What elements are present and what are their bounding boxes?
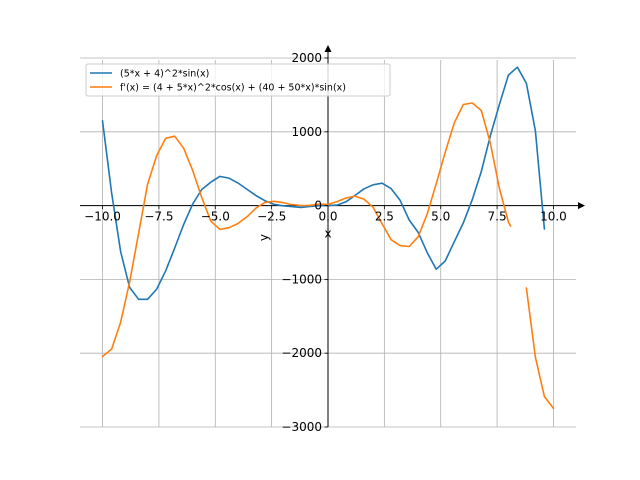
- x-tick-label-2: −5.0: [201, 210, 230, 224]
- x-tick-label-7: 7.5: [488, 210, 507, 224]
- data-series: [101, 66, 555, 410]
- series-2-line-segment-1: [101, 102, 512, 358]
- y-axis-arrowhead: [324, 45, 332, 52]
- x-tick-label-8: 10.0: [540, 210, 567, 224]
- x-tick-label-4: 0.0: [318, 210, 337, 224]
- series-1-line-segment-1: [101, 66, 546, 301]
- legend: (5*x + 4)^2*sin(x) f'(x) = (4 + 5*x)^2*c…: [85, 63, 391, 97]
- legend-frame: [85, 63, 391, 97]
- x-tick-label-0: −10.0: [84, 210, 121, 224]
- x-axis-arrowhead: [578, 202, 585, 210]
- y-tick-label-2: −1000: [281, 272, 322, 286]
- legend-label-series-2: f'(x) = (4 + 5*x)^2*cos(x) + (40 + 50*x)…: [120, 83, 346, 94]
- x-tick-label-5: 2.5: [375, 210, 394, 224]
- tick-labels: −10.0 −7.5 −5.0 −2.5 0.0 2.5 5.0 7.5 10.0 −3000 −2…: [84, 51, 567, 434]
- y-tick-label-4: 1000: [291, 125, 322, 139]
- y-tick-label-0: −3000: [281, 420, 322, 434]
- x-axis-label: x: [324, 227, 331, 241]
- y-tick-label-3: 0: [314, 199, 322, 213]
- x-tick-label-6: 5.0: [431, 210, 450, 224]
- x-tick-label-1: −7.5: [144, 210, 173, 224]
- y-axis-label: y: [257, 234, 271, 241]
- legend-label-series-1: (5*x + 4)^2*sin(x): [120, 69, 209, 80]
- y-tick-label-5: 2000: [291, 51, 322, 65]
- series-2-line-segment-2: [525, 287, 555, 410]
- x-tick-label-3: −2.5: [257, 210, 286, 224]
- y-tick-label-1: −2000: [281, 346, 322, 360]
